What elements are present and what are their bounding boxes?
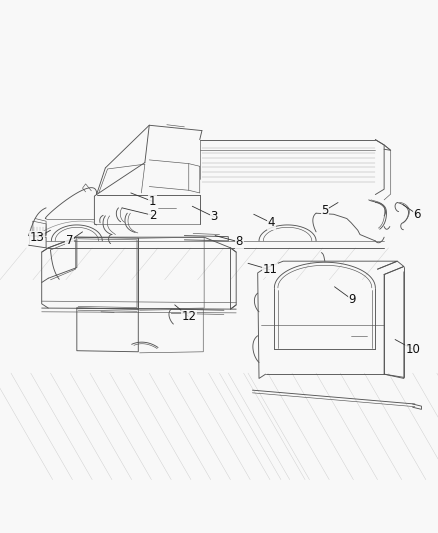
Text: 6: 6	[412, 208, 420, 221]
Text: 8: 8	[235, 236, 242, 248]
Text: 7: 7	[65, 235, 73, 247]
Text: 3: 3	[210, 211, 217, 223]
Text: 4: 4	[267, 216, 275, 229]
Text: 12: 12	[181, 310, 196, 323]
Text: 11: 11	[262, 263, 277, 276]
Text: 5: 5	[321, 204, 328, 217]
Text: 9: 9	[347, 293, 355, 306]
Text: 10: 10	[404, 343, 419, 356]
Text: 1: 1	[148, 195, 156, 208]
Text: 2: 2	[148, 209, 156, 222]
Text: 13: 13	[30, 231, 45, 244]
